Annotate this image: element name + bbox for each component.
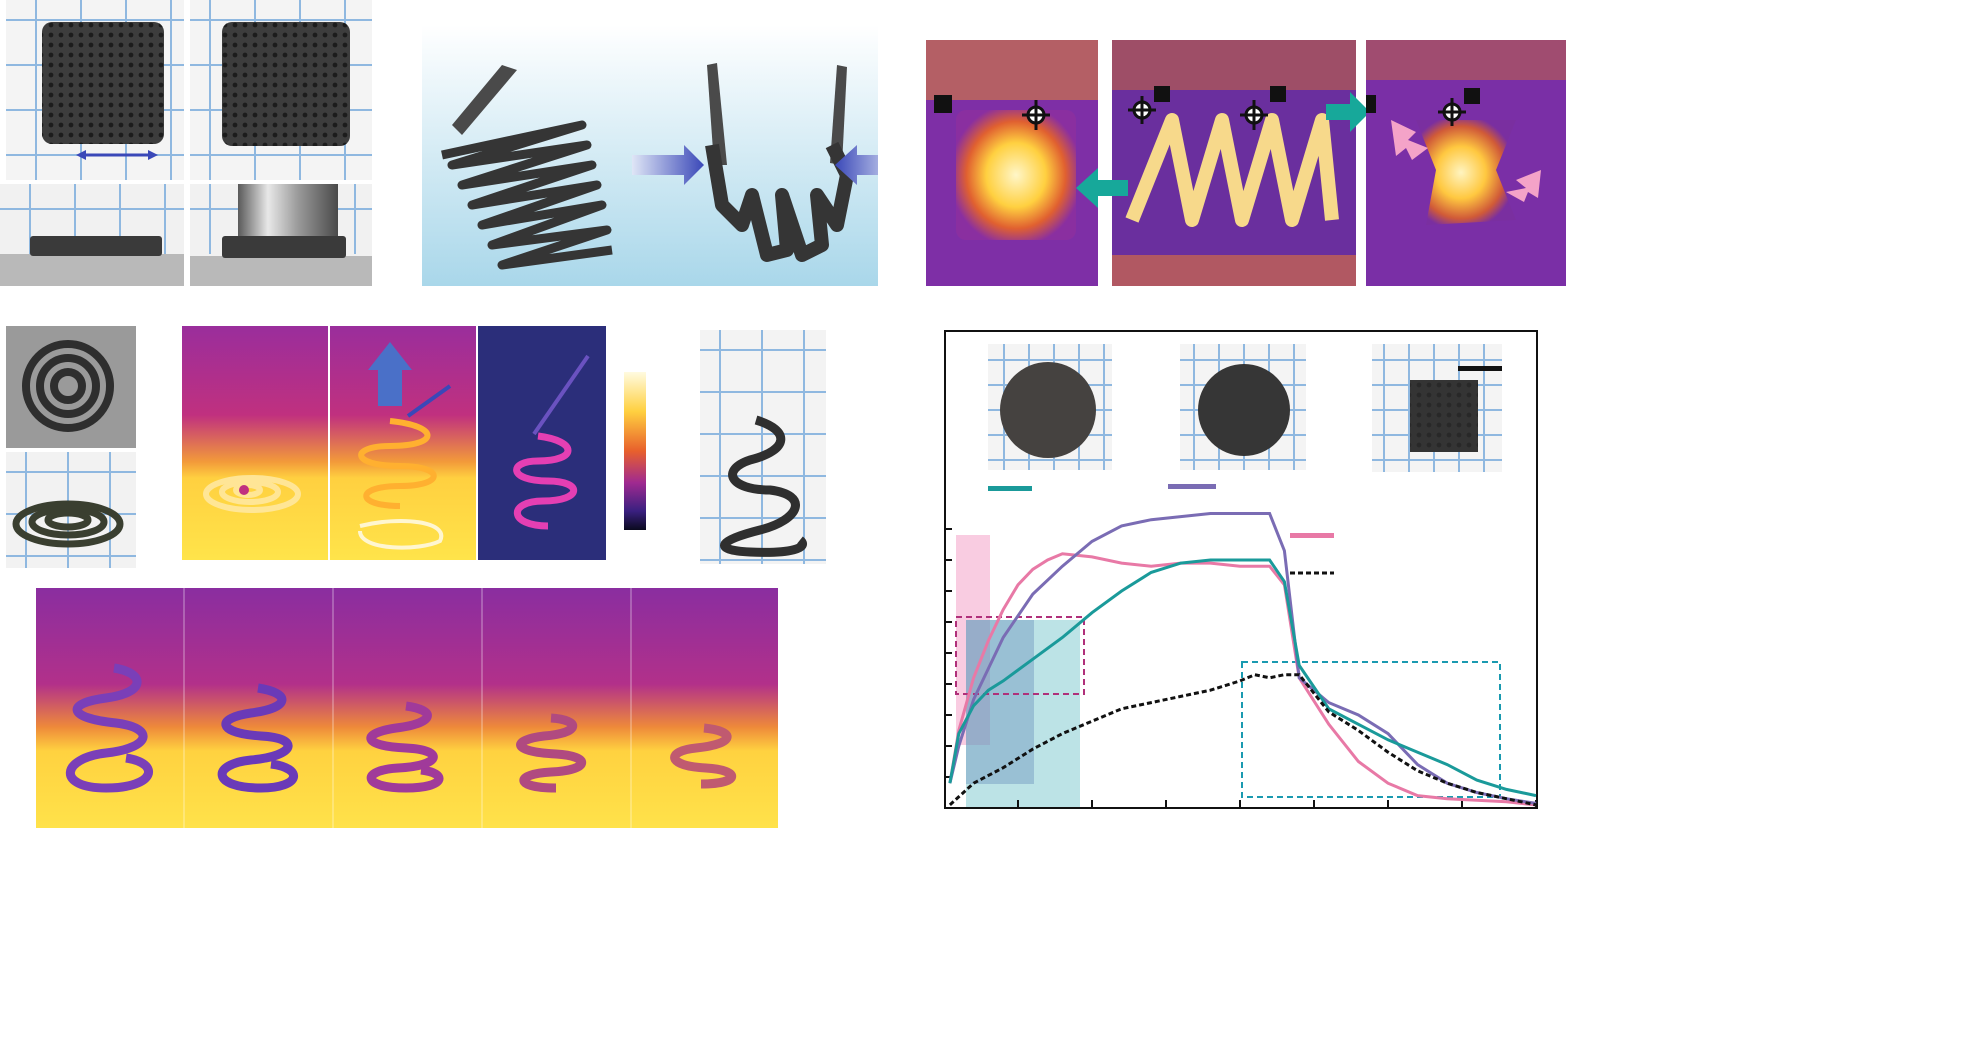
- thermal-image-zigzag: [1112, 40, 1356, 286]
- coil-photo-top-view: [6, 326, 136, 448]
- legend-swatch-pink: [1290, 533, 1334, 538]
- crosshair-marker-icon: [1438, 98, 1466, 126]
- pink-arrow-icon: [1506, 170, 1541, 202]
- spring-frame-1: [65, 663, 153, 793]
- coil-photo-side-view: [6, 452, 136, 568]
- series-line-0: [948, 552, 1537, 807]
- inset-photo-disk-1: [988, 344, 1112, 470]
- color-scale-bar: [624, 372, 646, 530]
- double-arrow-icon: [76, 150, 158, 160]
- lattice-photo-top-1: [6, 0, 184, 180]
- teal-arrow-icon: [1076, 168, 1128, 208]
- pink-arrow-icon: [1391, 120, 1428, 160]
- thermal-image-folded: [1366, 40, 1566, 286]
- legend-swatch-teal: [988, 486, 1032, 491]
- thermal-image-flat: [926, 40, 1098, 286]
- blue-push-arrow-icon: [835, 145, 878, 185]
- inset-photo-disk-2: [1180, 344, 1306, 470]
- temperature-chart: [944, 330, 1538, 810]
- thermal-sequence-strip: [36, 588, 778, 828]
- thermal-coil-lifted: [330, 326, 476, 560]
- spring-frame-5: [670, 723, 737, 789]
- lattice-photo-top-2: [190, 0, 372, 180]
- scale-bar: [1458, 366, 1502, 371]
- spring-frame-4: [516, 713, 587, 793]
- chart-svg: [944, 330, 1538, 809]
- crosshair-marker-icon: [1128, 96, 1268, 130]
- series-line-3: [948, 673, 1537, 807]
- thermal-coil-cool: [478, 326, 606, 560]
- zoom-box-magenta: [955, 616, 1085, 695]
- inset-photo-lattice: [1372, 344, 1502, 472]
- blue-push-arrow-icon: [632, 145, 704, 185]
- spring-frame-3: [366, 701, 444, 793]
- spring-frame-2: [217, 683, 298, 793]
- plot-area: [944, 512, 1537, 809]
- thermal-coil-flat: [182, 326, 328, 560]
- series-line-2: [948, 558, 1537, 798]
- zoom-box-cyan: [1241, 661, 1501, 798]
- helix-photo: [700, 330, 826, 564]
- series-line-1: [948, 512, 1537, 805]
- teal-arrow-icon: [1326, 92, 1370, 132]
- lattice-side-photo-compressed: [190, 184, 372, 286]
- legend-swatch-purple: [1168, 484, 1216, 489]
- lattice-side-photo-1: [0, 184, 184, 286]
- zigzag-compression-photo: [422, 25, 878, 286]
- up-arrow-icon: [368, 342, 412, 406]
- crosshair-marker-icon: [1022, 100, 1050, 130]
